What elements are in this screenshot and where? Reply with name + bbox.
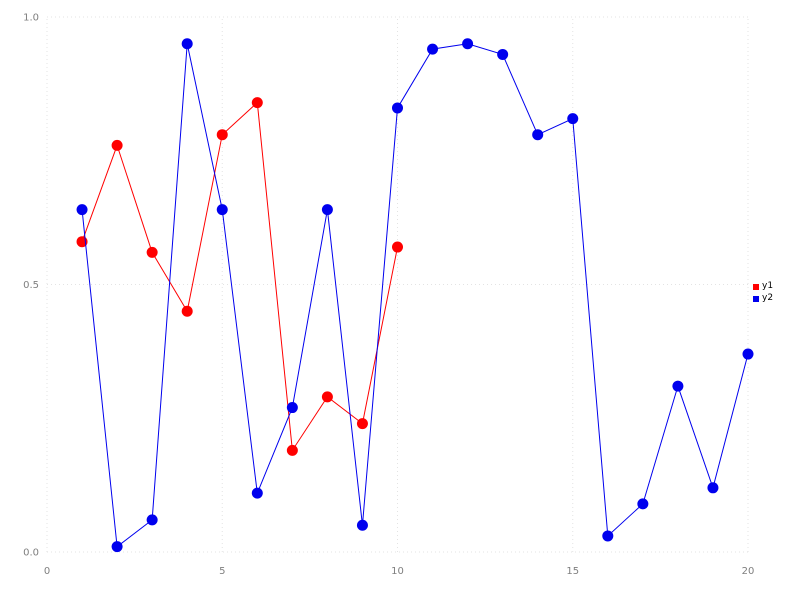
data-point-y2	[672, 380, 684, 392]
y-axis-tick-label: 0.0	[23, 548, 39, 559]
data-point-y2	[462, 38, 474, 50]
series-line-y1	[81, 101, 398, 452]
data-point-y2	[637, 498, 649, 510]
data-point-y2	[76, 204, 88, 216]
data-point-y2	[286, 402, 298, 414]
y-axis-tick-label: 0.5	[23, 280, 39, 291]
data-point-y1	[111, 139, 123, 151]
data-point-y2	[216, 204, 228, 216]
data-point-y2	[567, 113, 579, 125]
data-point-y1	[251, 97, 263, 109]
data-point-y1	[286, 444, 298, 456]
data-point-y2	[321, 204, 333, 216]
data-point-y2	[181, 38, 193, 50]
data-point-y1	[392, 241, 403, 253]
y2-series-swatch	[753, 295, 759, 302]
data-point-y1	[321, 391, 333, 403]
data-point-y2	[532, 129, 544, 141]
data-point-y1	[181, 305, 193, 317]
data-point-y2	[356, 519, 368, 531]
data-point-y1	[216, 129, 228, 141]
data-point-y2	[251, 487, 263, 499]
legend-label-y2: y2	[762, 293, 774, 303]
x-axis-tick-label: 0	[44, 566, 50, 577]
data-point-y2	[111, 541, 123, 553]
legend-item-y1: y1	[753, 281, 773, 292]
series-line-y2	[81, 43, 749, 548]
data-point-y1	[146, 246, 158, 258]
data-point-y2	[497, 48, 509, 60]
x-axis-tick-label: 10	[391, 566, 404, 577]
legend-label-y1: y1	[762, 281, 774, 291]
y-axis-tick-label: 1.0	[23, 13, 39, 24]
data-point-y2	[427, 43, 439, 55]
legend-item-y2: y2	[753, 293, 773, 304]
x-axis-tick-label: 20	[742, 566, 755, 577]
y1-series-swatch	[753, 283, 759, 290]
data-point-y2	[146, 514, 158, 526]
data-point-y2	[742, 348, 754, 360]
data-point-y2	[392, 102, 403, 114]
data-point-y1	[356, 418, 368, 430]
data-point-y2	[707, 482, 719, 494]
legend: y1 y2	[753, 281, 773, 304]
data-point-y2	[602, 530, 614, 542]
x-axis-tick-label: 15	[566, 566, 579, 577]
x-axis-tick-label: 5	[219, 566, 225, 577]
